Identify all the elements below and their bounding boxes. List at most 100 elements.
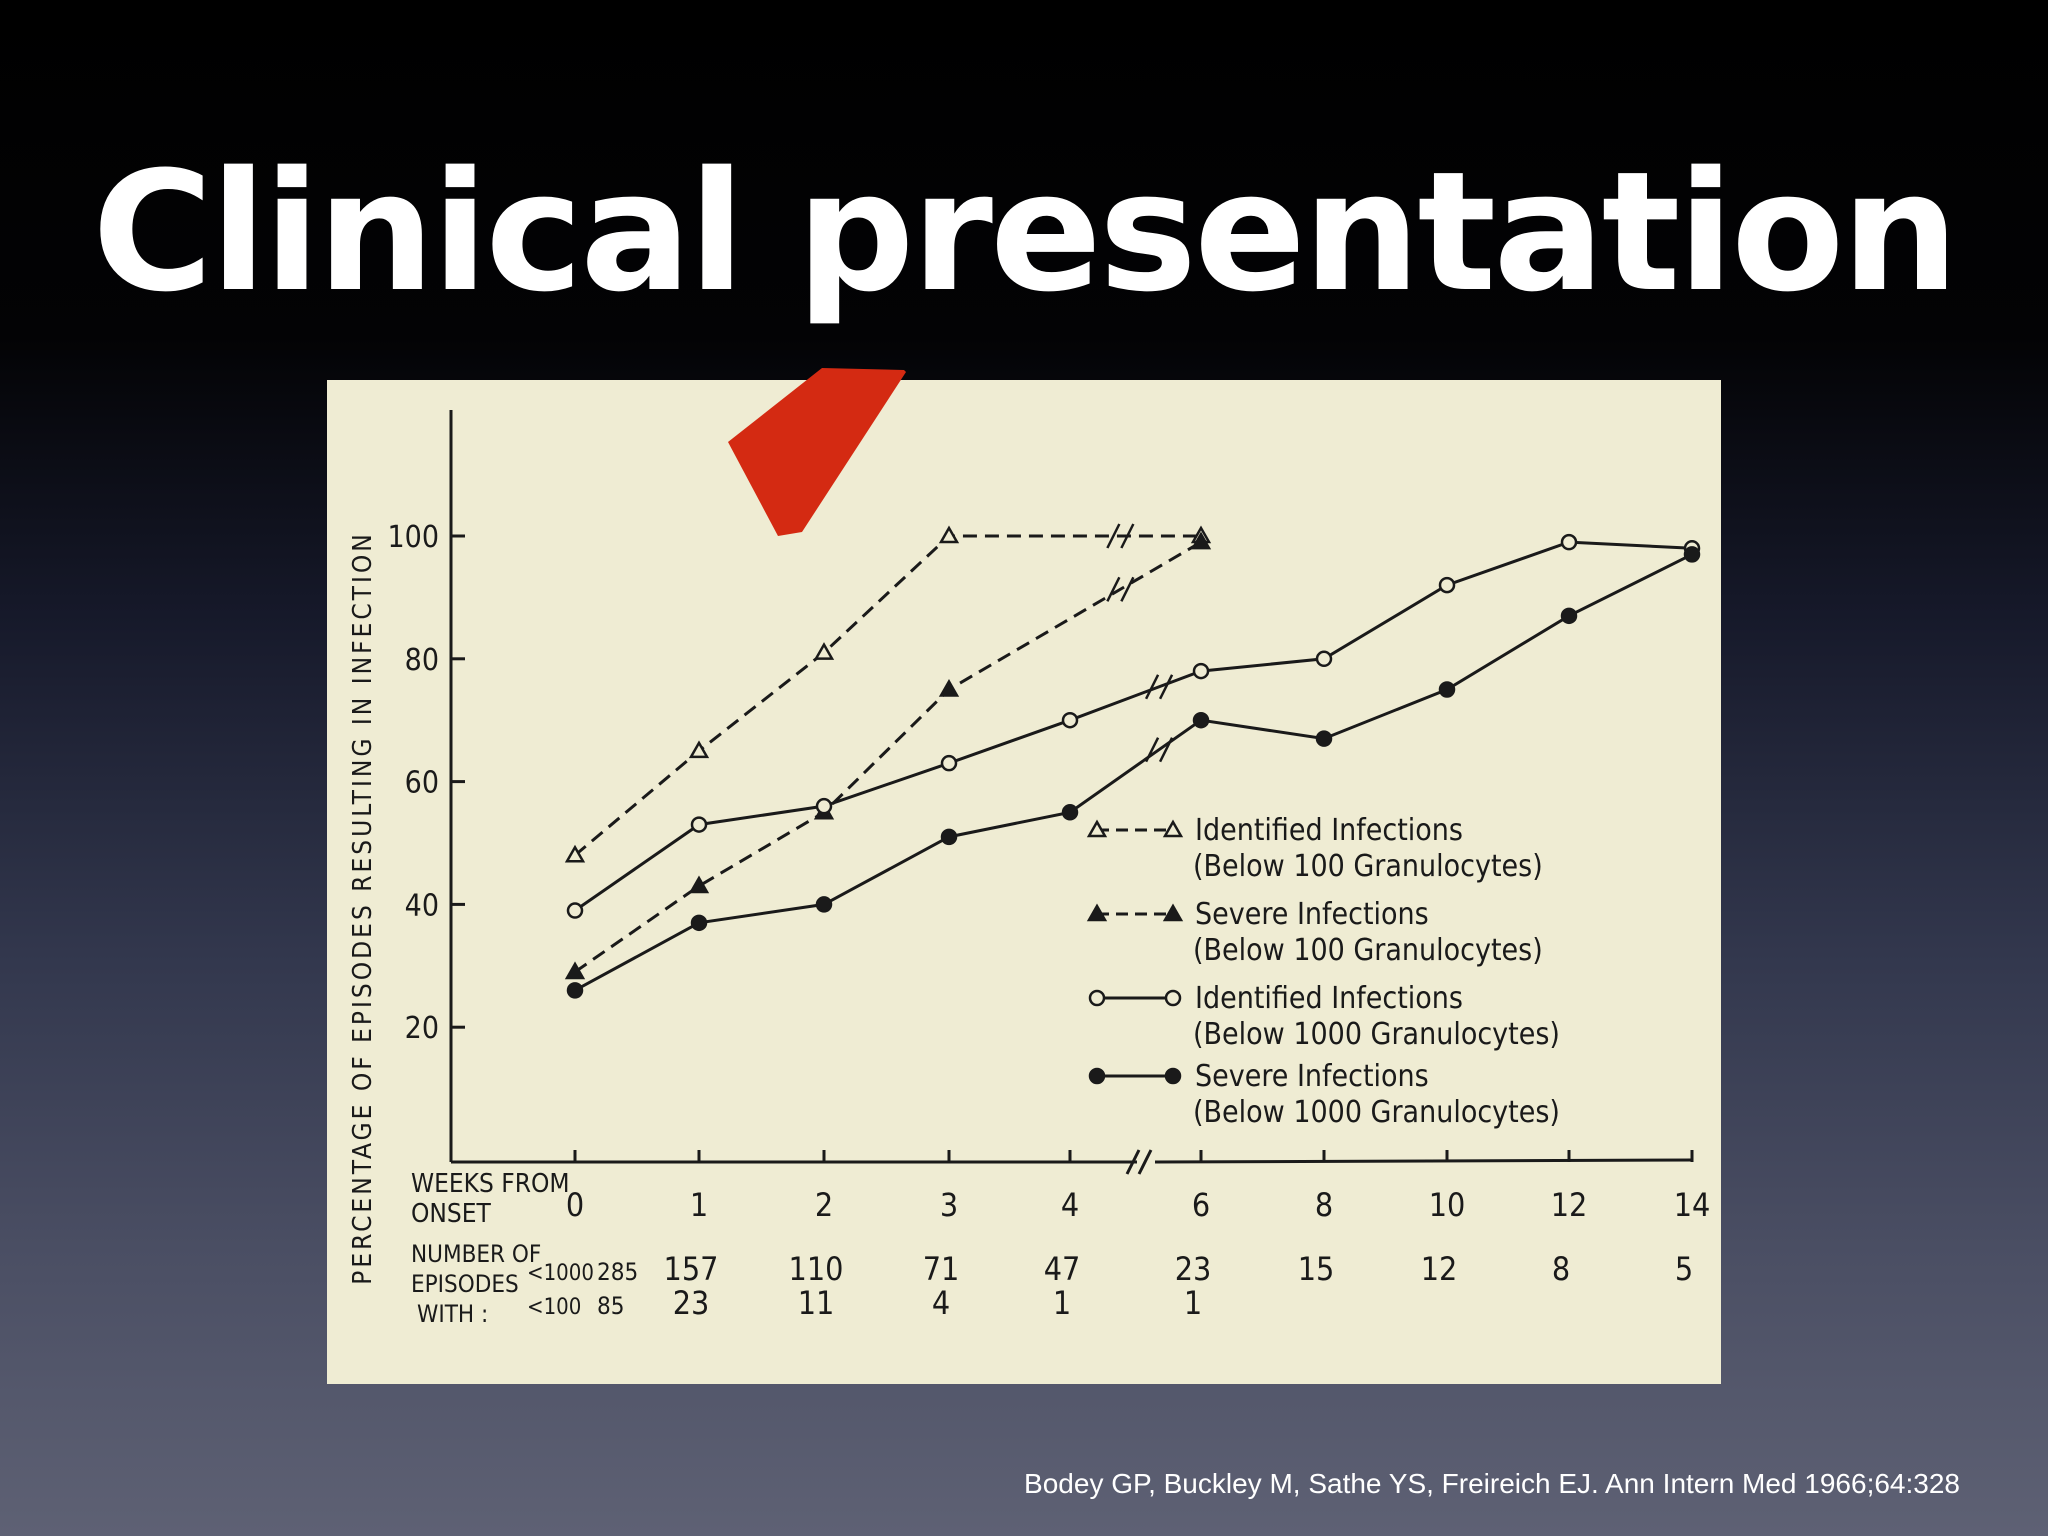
data-point [1088, 989, 1106, 1007]
data-point [564, 844, 586, 863]
data-point [1560, 607, 1578, 625]
legend-label: Severe Infections [1195, 897, 1429, 932]
data-point [1315, 730, 1333, 747]
y-tick-label: 60 [405, 766, 439, 801]
data-point [1192, 662, 1210, 680]
legend-item: Severe Infections(Below 1000 Granulocyte… [1088, 1059, 1560, 1130]
line-break-mark [1106, 523, 1121, 549]
table-cell: 1 [1184, 1284, 1202, 1322]
table-cell: 4 [932, 1284, 950, 1322]
data-point [940, 828, 958, 846]
x-axis-label: ONSET [411, 1199, 492, 1229]
series-1 [564, 523, 1212, 863]
table-cell: 5 [1675, 1250, 1693, 1288]
table-cell: 47 [1044, 1250, 1081, 1288]
table-cell: 85 [597, 1292, 624, 1320]
data-point [1438, 681, 1456, 698]
legend-label: (Below 100 Granulocytes) [1193, 849, 1543, 884]
legend-item: Severe Infections(Below 100 Granulocytes… [1086, 897, 1543, 968]
legend-item: Identified Infections(Below 100 Granuloc… [1086, 813, 1543, 884]
y-tick-label: 100 [387, 520, 439, 555]
x-tick-label: 14 [1674, 1186, 1711, 1224]
x-tick-label: 1 [690, 1186, 708, 1224]
line-chart: PERCENTAGE OF EPISODES RESULTING IN INFE… [348, 410, 1710, 1328]
data-point [1164, 989, 1182, 1007]
data-point [1438, 576, 1456, 594]
x-tick-label: 8 [1315, 1186, 1333, 1224]
data-point [1315, 650, 1333, 668]
data-point [938, 525, 960, 544]
data-point [1560, 533, 1578, 551]
y-tick-label: 40 [405, 888, 439, 923]
series-lines [564, 523, 1701, 999]
table-cell: 285 [597, 1258, 638, 1286]
table-cell: 1 [1053, 1284, 1071, 1322]
x-axis-line-right [1154, 1158, 1694, 1164]
table-cell: 8 [1552, 1250, 1570, 1288]
data-point [688, 875, 710, 894]
data-point [1061, 711, 1079, 729]
table-cell: 110 [789, 1250, 844, 1288]
series-line [574, 540, 1202, 974]
data-point [1086, 819, 1108, 838]
x-tick-label: 3 [940, 1186, 958, 1224]
data-point [815, 797, 833, 815]
table-row-label: WITH : [417, 1300, 488, 1328]
data-point [690, 816, 708, 833]
line-break-mark [1158, 737, 1174, 763]
x-tick-label: 4 [1061, 1186, 1079, 1224]
x-axis-label: WEEKS FROM [411, 1169, 570, 1199]
y-axis-label: PERCENTAGE OF EPISODES RESULTING IN INFE… [348, 531, 378, 1285]
data-point [1162, 819, 1184, 838]
legend-label: Identified Infections [1195, 813, 1463, 848]
y-tick-label: 80 [405, 643, 439, 678]
data-point [938, 678, 960, 697]
line-break-mark [1144, 737, 1160, 763]
data-point [815, 896, 833, 913]
table-threshold-label: <100 [527, 1295, 581, 1320]
chart-panel: PERCENTAGE OF EPISODES RESULTING IN INFE… [327, 380, 1721, 1384]
table-cell: 71 [923, 1250, 960, 1288]
data-point [1192, 711, 1210, 729]
legend-label: Identified Infections [1195, 981, 1463, 1016]
data-point [564, 961, 586, 980]
series-2 [564, 531, 1212, 980]
legend-item: Identified Infections(Below 1000 Granulo… [1088, 981, 1560, 1052]
line-break-mark [1158, 674, 1174, 700]
x-tick-label: 10 [1429, 1186, 1466, 1224]
series-4 [566, 546, 1701, 999]
data-point [813, 642, 835, 660]
legend: Identified Infections(Below 100 Granuloc… [1086, 813, 1560, 1130]
x-tick-label: 12 [1551, 1186, 1588, 1224]
line-break-mark [1120, 523, 1135, 549]
data-point [1683, 546, 1701, 563]
citation: Bodey GP, Buckley M, Sathe YS, Freireich… [1024, 1468, 1960, 1499]
line-break-mark [1120, 576, 1135, 602]
data-point [688, 740, 710, 759]
x-tick-label: 2 [815, 1186, 833, 1224]
series-line [574, 534, 1201, 857]
table-cell: 15 [1298, 1250, 1335, 1288]
legend-label: (Below 100 Granulocytes) [1193, 933, 1543, 968]
data-point [1088, 1067, 1106, 1085]
table-cell: 157 [664, 1250, 719, 1288]
table-row-label: NUMBER OF [411, 1240, 541, 1268]
data-point [690, 914, 708, 932]
data-point [1061, 804, 1079, 821]
x-tick-label: 6 [1192, 1186, 1210, 1224]
data-point [1086, 903, 1108, 922]
table-cell: 12 [1421, 1250, 1458, 1288]
y-tick-label: 20 [405, 1011, 439, 1046]
table-cell: 11 [798, 1284, 835, 1322]
data-point [566, 982, 584, 999]
data-point [566, 902, 584, 919]
series-line [574, 553, 1693, 992]
legend-label: (Below 1000 Granulocytes) [1193, 1017, 1560, 1052]
slide-title: Clinical presentation [92, 136, 1959, 328]
series-3 [566, 533, 1701, 919]
table-row-label: EPISODES [411, 1270, 519, 1298]
legend-label: Severe Infections [1195, 1059, 1429, 1094]
table-cell: 23 [1175, 1250, 1212, 1288]
